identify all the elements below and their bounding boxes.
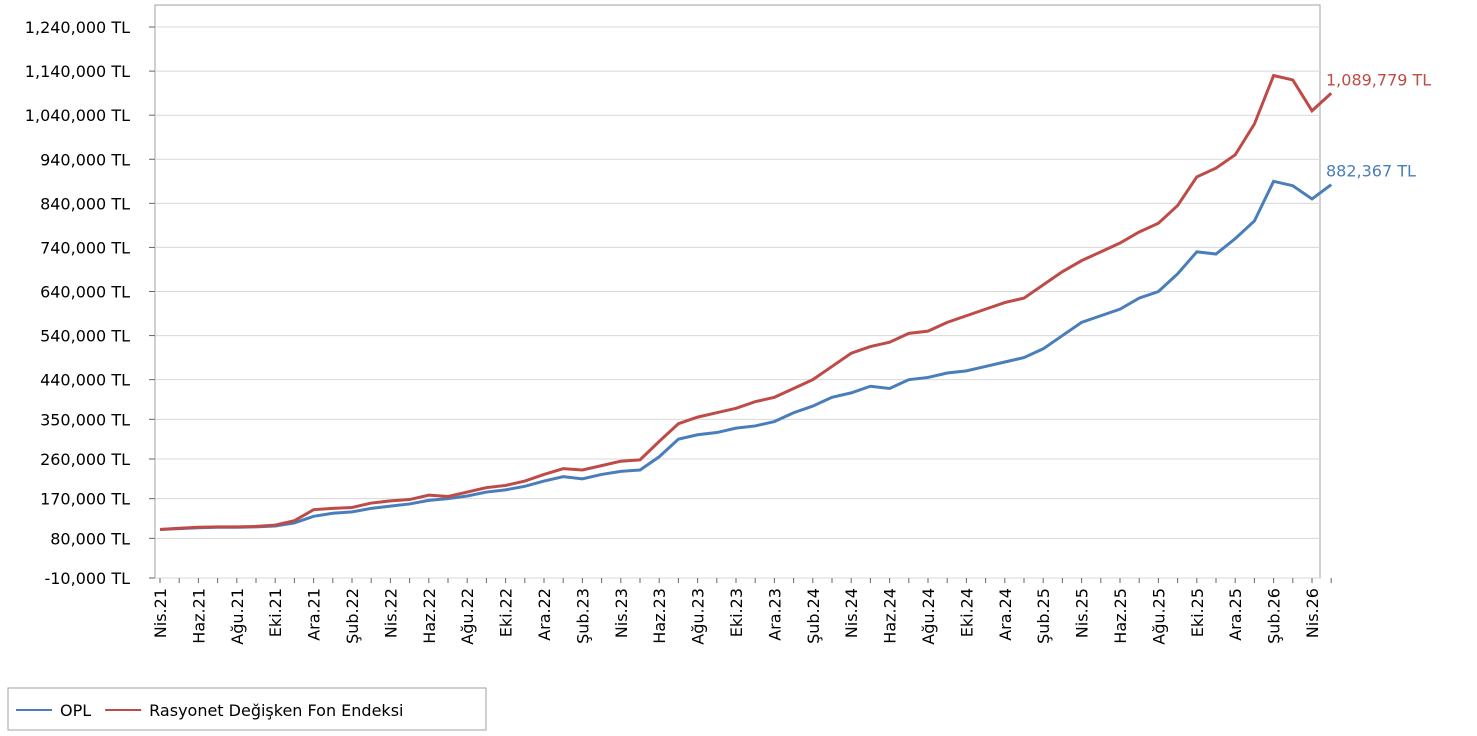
x-tick-label: Ara.23 [765,588,784,641]
y-tick-label: 940,000 TL [40,150,130,169]
end-label: 1,089,779 TL [1326,70,1431,89]
y-tick-label: 540,000 TL [40,327,130,346]
x-tick-label: Haz.24 [881,588,900,644]
y-tick-label: 1,240,000 TL [25,18,130,37]
x-tick-label: Ara.24 [996,588,1015,641]
x-tick-label: Ağu.22 [458,588,477,645]
x-tick-label: Ağu.23 [689,588,708,645]
x-tick-label: Nis.23 [612,588,631,638]
x-tick-label: Eki.22 [497,588,516,637]
x-tick-label: Şub.22 [343,588,362,644]
line-series [159,73,1333,532]
y-tick-label: 1,140,000 TL [25,62,130,81]
x-tick-label: Haz.22 [420,588,439,644]
x-tick-label: Nis.26 [1303,588,1322,638]
y-tick-label: 260,000 TL [40,450,130,469]
x-tick-label: Ara.25 [1226,588,1245,641]
x-tick-label: Eki.25 [1188,588,1207,637]
x-tick-label: Şub.23 [573,588,592,644]
legend-label: Rasyonet Değişken Fon Endeksi [149,701,403,720]
y-tick-label: -10,000 TL [44,569,130,588]
x-tick-label: Ağu.25 [1149,588,1168,645]
line-series [159,179,1333,532]
x-tick-label: Eki.23 [727,588,746,637]
end-label: 882,367 TL [1326,162,1416,181]
x-tick-label: Şub.26 [1265,588,1284,644]
legend: OPL Rasyonet Değişken Fon Endeksi [7,687,487,731]
x-tick-label: Haz.25 [1111,588,1130,644]
y-tick-label: 740,000 TL [40,238,130,257]
y-tick-label: 440,000 TL [40,371,130,390]
y-tick-label: 840,000 TL [40,194,130,213]
x-tick-label: Nis.24 [842,588,861,638]
x-tick-label: Ağu.21 [228,588,247,645]
y-tick-label: 80,000 TL [50,529,130,548]
x-tick-label: Haz.23 [650,588,669,644]
x-tick-label: Şub.24 [804,588,823,644]
x-tick-label: Haz.21 [189,588,208,644]
x-tick-label: Nis.21 [151,588,170,638]
x-tick-label: Eki.24 [957,588,976,637]
x-tick-label: Ara.22 [535,588,554,641]
x-tick-label: Şub.25 [1034,588,1053,644]
x-tick-label: Eki.21 [266,588,285,637]
legend-box [7,687,487,731]
x-tick-label: Ara.21 [305,588,324,641]
y-tick-label: 170,000 TL [40,490,130,509]
x-tick-label: Nis.22 [381,588,400,638]
y-tick-label: 640,000 TL [40,283,130,302]
x-tick-label: Nis.25 [1073,588,1092,638]
y-tick-label: 350,000 TL [40,410,130,429]
x-tick-label: Ağu.24 [919,588,938,645]
legend-label: OPL [60,701,91,720]
y-tick-label: 1,040,000 TL [25,106,130,125]
